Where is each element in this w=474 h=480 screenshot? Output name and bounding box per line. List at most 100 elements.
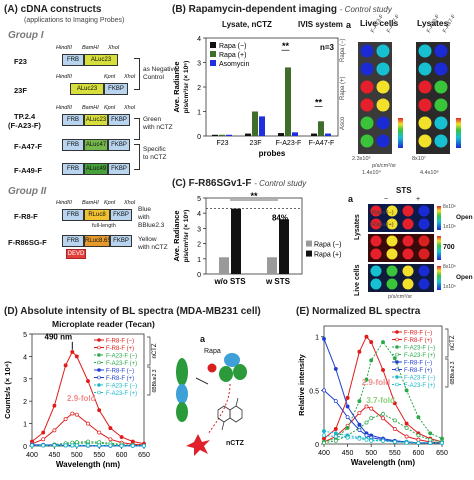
x-tick-label: w STS <box>265 277 291 286</box>
data-point <box>392 418 397 423</box>
peak-label: 490 nm <box>45 333 73 342</box>
y-tick-label: 4 <box>197 211 201 218</box>
bracket-specific <box>134 144 140 170</box>
luc-part-shape <box>176 384 188 404</box>
well <box>418 235 430 247</box>
c-unit: p/s/cm²/sr <box>388 294 413 300</box>
note-yellow-2: with nCTZ <box>138 244 168 251</box>
bar <box>231 208 241 274</box>
data-point <box>52 428 57 433</box>
construct-name: F-R86SG-F <box>8 238 47 247</box>
sts-plus: + <box>416 196 421 203</box>
panel-b-title: (B) Rapamycin-dependent imaging - Contro… <box>172 4 392 15</box>
scale-live-min: 1.4x10⁴ <box>362 170 381 176</box>
note-blue-1: Blue <box>138 206 152 213</box>
x-tick-label: F-A23-F <box>276 140 302 147</box>
data-point <box>74 354 79 359</box>
site-hindiii: HindIII <box>56 105 72 111</box>
data-point <box>392 439 397 444</box>
scale-bar-3 <box>437 266 441 290</box>
site-hindiii: HindIII <box>56 45 72 51</box>
y-tick-label: 2 <box>197 85 201 92</box>
y-tick-label: 3 <box>197 61 201 68</box>
data-point <box>119 435 124 439</box>
data-point <box>381 416 385 421</box>
nctz-molecule-icon <box>217 397 243 431</box>
well-live <box>376 134 390 148</box>
legend-marker <box>97 338 101 342</box>
well <box>386 278 398 290</box>
well <box>402 235 414 247</box>
lysates-plate <box>416 42 450 154</box>
well-live <box>360 98 374 112</box>
data-point <box>392 356 397 361</box>
construct-name: F-A49-F <box>14 166 42 175</box>
data-point <box>97 443 102 448</box>
site-hindiii: HindIII <box>56 200 72 206</box>
data-point <box>364 377 369 382</box>
well <box>402 218 414 230</box>
data-point <box>86 443 90 448</box>
y-axis-label: Relative intensity <box>297 353 306 416</box>
panel-c-title: (C) F-R86SGv1-F - Control study <box>172 178 306 189</box>
x-tick-label: 500 <box>71 452 83 459</box>
site-kpni: KpnI <box>104 200 116 206</box>
fold-label: 2.9-fold <box>362 378 391 387</box>
sts-label: STS <box>396 186 412 195</box>
data-point <box>97 408 102 413</box>
well-live <box>360 44 374 58</box>
color-scale-lysate <box>456 118 461 148</box>
well-lysate <box>434 116 448 130</box>
c-open-2: Open <box>456 274 473 281</box>
panel-d-subtitle: Microplate reader (Tecan) <box>52 319 155 329</box>
sig-label: ** <box>282 41 290 51</box>
legend-label: F-A23-F (+) <box>106 391 137 397</box>
well <box>370 218 382 230</box>
x-tick-label: w/o STS <box>213 277 246 286</box>
data-point <box>416 433 421 438</box>
legend-marker <box>97 375 101 380</box>
bar <box>311 133 317 136</box>
data-point <box>322 436 326 441</box>
well-live <box>360 134 374 148</box>
frb-part-shape <box>176 358 188 386</box>
data-point <box>41 443 46 448</box>
chart-d: 0 1 2 3 4 5 400 450 500 550 600 650 Wavelength (nm) C… <box>3 332 158 469</box>
aluc49-segment: ALuc49 <box>84 163 108 175</box>
panel-d-title: (D) Absolute intensity of BL spectra (MD… <box>4 306 261 317</box>
data-point <box>86 379 90 383</box>
bar <box>278 133 284 136</box>
light-path <box>207 383 231 435</box>
x-tick-label: 400 <box>26 452 38 459</box>
legend-label: Rapa (−) <box>314 242 341 249</box>
site-hindiii: HindIII <box>56 74 72 80</box>
well <box>370 235 382 247</box>
fkbp-segment: FKBP <box>110 209 132 221</box>
note-fulllength: full-length <box>92 223 116 229</box>
data-point <box>357 410 362 415</box>
data-point <box>322 388 326 393</box>
y-tick-label: 0 <box>197 272 201 279</box>
panel-b-well-images <box>358 42 461 154</box>
bar <box>279 219 289 274</box>
series-line <box>323 335 443 443</box>
data-point <box>63 363 68 368</box>
note-negative-2: Control <box>143 74 164 81</box>
panel-b-title-note: - Control study <box>339 5 392 14</box>
well <box>370 205 382 217</box>
data-point <box>369 416 374 421</box>
panel-c-well-images <box>368 204 441 292</box>
frb-segment: FRB <box>62 139 84 151</box>
data-point <box>357 436 362 441</box>
panel-e-title: (E) Normalized BL spectra <box>296 306 421 317</box>
y-tick-label: 4 <box>197 36 201 43</box>
fkbp-segment: FKBP <box>110 235 132 247</box>
legend-label: Rapa (+) <box>314 252 341 259</box>
group-i-label: Group I <box>8 30 44 41</box>
legend-label: F-R8-F (−) <box>106 338 134 344</box>
data-point <box>70 411 75 416</box>
y-tick-label: 3 <box>197 226 201 233</box>
group-ii-label: Group II <box>8 186 47 197</box>
well <box>386 265 398 277</box>
well-live <box>376 62 390 76</box>
